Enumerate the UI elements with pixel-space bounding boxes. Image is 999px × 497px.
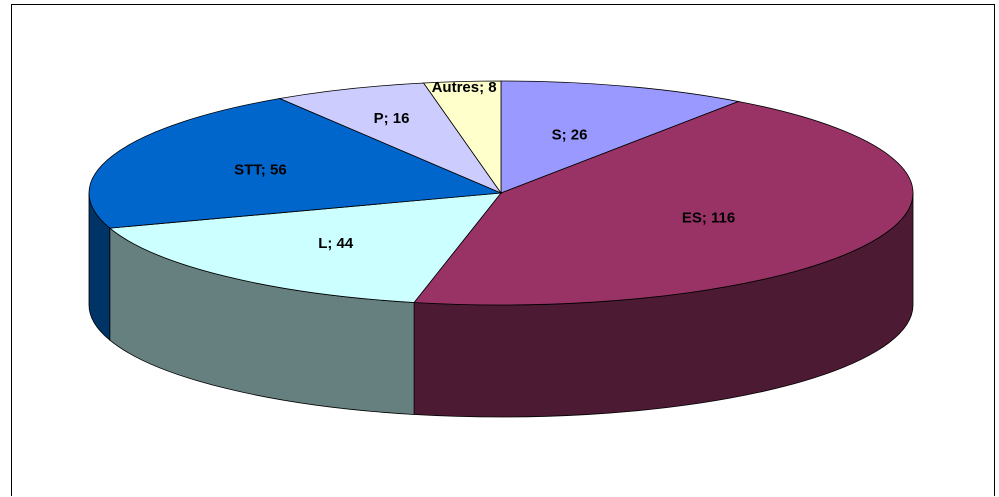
data-label-p: P; 16: [374, 110, 410, 127]
data-label-autres: Autres; 8: [432, 79, 497, 96]
pie-chart: S; 26 ES; 116 L; 44 STT; 56 P; 16 Autres; 8: [88, 79, 914, 418]
data-label-es: ES; 116: [682, 210, 735, 227]
data-label-l: L; 44: [318, 235, 354, 252]
pie-tops: [88, 80, 914, 306]
chart-area: S; 26 ES; 116 L; 44 STT; 56 P; 16 Autres; 8: [11, 4, 995, 496]
pie-slice-autres: [422, 80, 502, 195]
pie-sides: [88, 192, 914, 418]
pie-slice-p: [278, 82, 503, 194]
data-label-s: S; 26: [552, 126, 588, 143]
pie-labels: S; 26 ES; 116 L; 44 STT; 56 P; 16 Autres; 8: [234, 79, 735, 252]
pie-slice-stt: [88, 98, 502, 229]
data-label-stt: STT; 56: [234, 162, 287, 179]
pie-slice-l: [108, 192, 502, 303]
pie-slice-es: [413, 101, 914, 306]
pie-slice-s: [500, 80, 740, 194]
